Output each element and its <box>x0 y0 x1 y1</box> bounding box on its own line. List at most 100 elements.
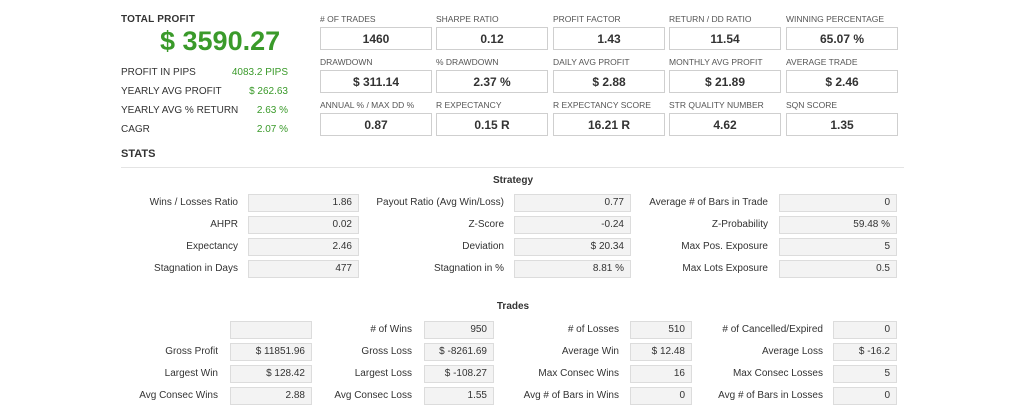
strategy-label: Stagnation in Days <box>154 263 238 274</box>
trades-value: 0 <box>833 387 897 405</box>
trades-label: Avg # of Bars in Losses <box>718 390 823 401</box>
strategy-value: 0.5 <box>779 260 897 278</box>
trades-label: Max Consec Losses <box>732 368 823 379</box>
strategy-value: 2.46 <box>248 238 359 256</box>
metric-value: 0.87 <box>320 113 432 136</box>
metric-card: SQN SCORE 1.35 <box>786 100 898 136</box>
summary-value: 4083.2 PIPS <box>231 67 288 78</box>
trades-label: Average Win <box>561 346 619 357</box>
trades-value: $ 11851.96 <box>230 343 312 361</box>
metric-value: 2.37 % <box>436 70 548 93</box>
strategy-value: 0 <box>779 194 897 212</box>
summary-value: 2.07 % <box>256 124 288 135</box>
trades-value: 5 <box>833 365 897 383</box>
metric-card: STR QUALITY NUMBER 4.62 <box>669 100 781 136</box>
trades-label: # of Wins <box>370 324 412 335</box>
metric-card: AVERAGE TRADE $ 2.46 <box>786 57 898 93</box>
strategy-label: Deviation <box>462 241 504 252</box>
trades-value: 2.88 <box>230 387 312 405</box>
metric-label: MONTHLY AVG PROFIT <box>669 57 763 67</box>
metric-value: $ 2.46 <box>786 70 898 93</box>
strategy-label: Expectancy <box>186 241 238 252</box>
trades-value: 950 <box>424 321 494 339</box>
metric-label: DAILY AVG PROFIT <box>553 57 630 67</box>
trades-value: 510 <box>630 321 692 339</box>
metric-card: DAILY AVG PROFIT $ 2.88 <box>553 57 665 93</box>
trades-value <box>230 321 312 339</box>
strategy-label: AHPR <box>210 219 238 230</box>
trades-label: Avg # of Bars in Wins <box>523 390 619 401</box>
summary-row-cagr: CAGR 2.07 % <box>121 124 288 138</box>
strategy-value: $ 20.34 <box>514 238 631 256</box>
metric-card: WINNING PERCENTAGE 65.07 % <box>786 14 898 50</box>
strategy-value: 5 <box>779 238 897 256</box>
metric-card: RETURN / DD RATIO 11.54 <box>669 14 781 50</box>
metric-value: $ 311.14 <box>320 70 432 93</box>
metric-label: WINNING PERCENTAGE <box>786 14 885 24</box>
summary-value: 2.63 % <box>256 105 288 116</box>
metric-label: DRAWDOWN <box>320 57 373 67</box>
metric-value: 0.12 <box>436 27 548 50</box>
trades-label: Largest Win <box>164 368 218 379</box>
metric-label: RETURN / DD RATIO <box>669 14 752 24</box>
trades-value: 0 <box>630 387 692 405</box>
metric-value: 1.35 <box>786 113 898 136</box>
metric-label: R EXPECTANCY <box>436 100 502 110</box>
trades-label: # of Losses <box>567 324 619 335</box>
metric-label: # OF TRADES <box>320 14 376 24</box>
strategy-label: Max Lots Exposure <box>682 263 768 274</box>
metric-card: R EXPECTANCY 0.15 R <box>436 100 548 136</box>
trades-label: Max Consec Wins <box>538 368 619 379</box>
summary-label: CAGR <box>121 124 150 135</box>
metric-card: DRAWDOWN $ 311.14 <box>320 57 432 93</box>
stats-divider <box>121 167 904 168</box>
strategy-value: 477 <box>248 260 359 278</box>
stats-title: STATS <box>121 148 156 160</box>
summary-label: PROFIT IN PIPS <box>121 67 196 78</box>
metric-value: 0.15 R <box>436 113 548 136</box>
trades-value: $ -108.27 <box>424 365 494 383</box>
metric-value: 16.21 R <box>553 113 665 136</box>
trades-value: $ -8261.69 <box>424 343 494 361</box>
metric-card: PROFIT FACTOR 1.43 <box>553 14 665 50</box>
metric-value: 1460 <box>320 27 432 50</box>
strategy-value: 1.86 <box>248 194 359 212</box>
trades-value: $ -16.2 <box>833 343 897 361</box>
metric-card: SHARPE RATIO 0.12 <box>436 14 548 50</box>
total-profit-label: TOTAL PROFIT <box>121 14 196 25</box>
metric-card: # OF TRADES 1460 <box>320 14 432 50</box>
metric-label: ANNUAL % / MAX DD % <box>320 100 415 110</box>
metric-label: AVERAGE TRADE <box>786 57 858 67</box>
metric-card: % DRAWDOWN 2.37 % <box>436 57 548 93</box>
trades-section-title: Trades <box>496 301 530 312</box>
total-profit-value: $ 3590.27 <box>160 26 281 56</box>
metric-value: $ 21.89 <box>669 70 781 93</box>
trades-value: 0 <box>833 321 897 339</box>
trades-value: 16 <box>630 365 692 383</box>
summary-value: $ 262.63 <box>249 86 288 97</box>
metric-label: SHARPE RATIO <box>436 14 499 24</box>
strategy-section-title: Strategy <box>492 175 533 186</box>
trades-value: 1.55 <box>424 387 494 405</box>
strategy-label: Z-Probability <box>711 219 768 230</box>
metric-value: 65.07 % <box>786 27 898 50</box>
strategy-value: -0.24 <box>514 216 631 234</box>
metric-card: MONTHLY AVG PROFIT $ 21.89 <box>669 57 781 93</box>
summary-label: YEARLY AVG PROFIT <box>121 86 222 97</box>
trades-label: # of Cancelled/Expired <box>722 324 823 335</box>
metric-label: PROFIT FACTOR <box>553 14 621 24</box>
strategy-label: Stagnation in % <box>433 263 504 274</box>
metric-card: R EXPECTANCY SCORE 16.21 R <box>553 100 665 136</box>
strategy-value: 0.02 <box>248 216 359 234</box>
trades-value: $ 128.42 <box>230 365 312 383</box>
strategy-label: Z-Score <box>468 219 504 230</box>
summary-row-yearly-avg-return: YEARLY AVG % RETURN 2.63 % <box>121 105 288 119</box>
strategy-label: Max Pos. Exposure <box>681 241 768 252</box>
metric-label: SQN SCORE <box>786 100 838 110</box>
trades-label: Largest Loss <box>354 368 412 379</box>
strategy-label: Average # of Bars in Trade <box>649 197 768 208</box>
metric-value: $ 2.88 <box>553 70 665 93</box>
trades-label: Gross Profit <box>165 346 218 357</box>
metric-card: ANNUAL % / MAX DD % 0.87 <box>320 100 432 136</box>
summary-label: YEARLY AVG % RETURN <box>121 105 239 116</box>
